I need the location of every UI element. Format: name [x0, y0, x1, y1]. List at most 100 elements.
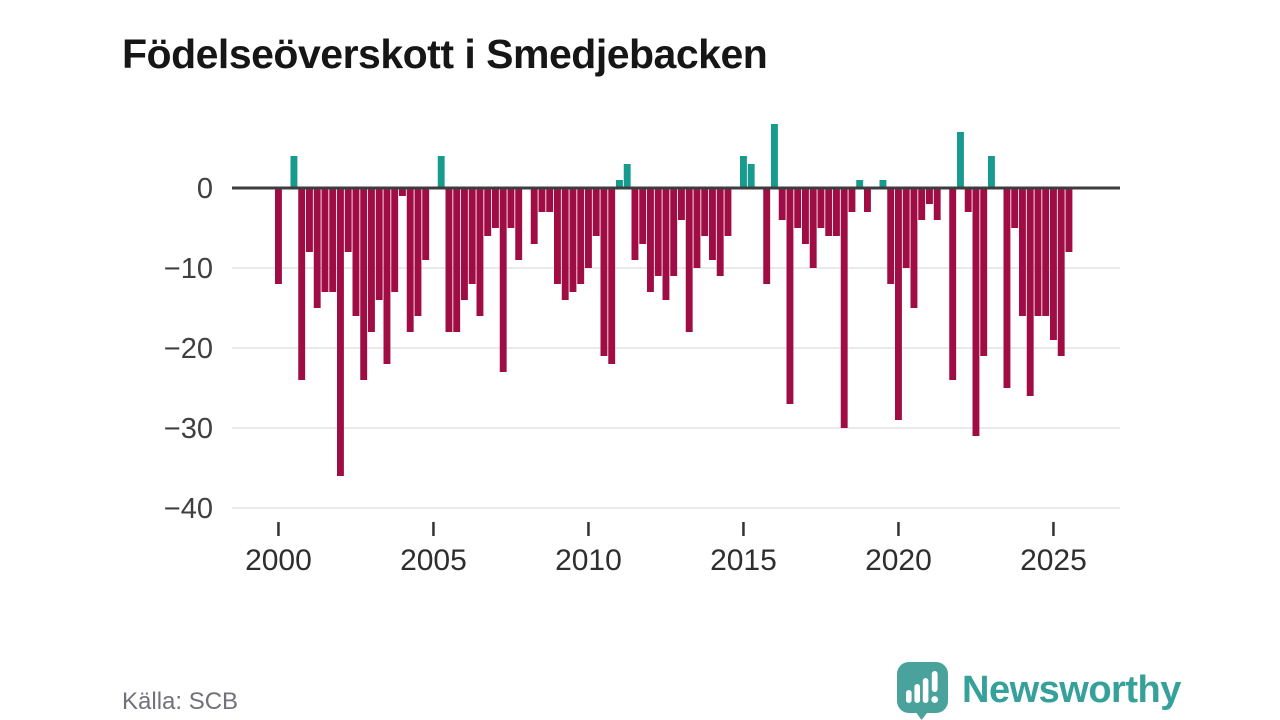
bar-negative [592, 188, 600, 236]
bar-negative [864, 188, 871, 212]
bar-negative [352, 188, 360, 316]
bar-negative [724, 188, 732, 236]
bar-positive [290, 156, 298, 188]
bar-negative [1019, 188, 1026, 316]
bar-negative [639, 188, 647, 244]
bar-negative [647, 188, 654, 292]
bar-negative [1034, 188, 1042, 316]
bar-negative [414, 188, 422, 316]
bar-negative [949, 188, 957, 380]
bar-negative [329, 188, 337, 292]
bar-negative [678, 188, 685, 220]
x-axis-label: 2010 [555, 544, 622, 577]
bar-negative [902, 188, 910, 268]
bar-negative [1050, 188, 1057, 340]
bar-negative [306, 188, 313, 252]
bar-positive [771, 124, 778, 188]
bar-negative [399, 188, 406, 196]
x-axis-label: 2020 [865, 544, 932, 577]
bar-negative [391, 188, 399, 292]
bar-negative [344, 188, 352, 252]
bar-negative [375, 188, 383, 300]
bar-positive [957, 132, 964, 188]
bar-negative [422, 188, 430, 260]
bar-negative [275, 188, 282, 284]
bar-negative [716, 188, 724, 276]
bar-negative [964, 188, 972, 212]
chart-title: Födelseöverskott i Smedjebacken [122, 31, 768, 78]
logo-bar-medium [914, 684, 920, 703]
bar-negative [499, 188, 507, 372]
bar-negative [298, 188, 306, 380]
bar-negative [778, 188, 786, 220]
bar-negative [887, 188, 895, 284]
y-axis-label: −30 [164, 413, 213, 445]
bar-negative [608, 188, 616, 364]
bar-negative [383, 188, 391, 364]
bar-negative [577, 188, 585, 284]
bar-positive [988, 156, 995, 188]
bar-negative [654, 188, 662, 276]
bar-negative [476, 188, 484, 316]
bar-negative [468, 188, 476, 284]
bar-negative [662, 188, 670, 300]
bar-negative [1026, 188, 1034, 396]
bar-negative [546, 188, 554, 212]
bar-negative [1065, 188, 1073, 252]
bar-negative [895, 188, 902, 420]
bar-negative [453, 188, 461, 332]
bar-negative [763, 188, 771, 284]
bar-positive [623, 164, 631, 188]
bar-negative [1057, 188, 1065, 356]
bar-positive [616, 180, 623, 188]
bar-negative [569, 188, 577, 292]
bar-negative [817, 188, 825, 228]
bar-negative [406, 188, 414, 332]
logo-exclamation-stem [931, 671, 938, 692]
bar-negative [530, 188, 538, 244]
bar-negative [368, 188, 375, 332]
bar-negative [926, 188, 933, 204]
y-axis-label: −10 [164, 253, 213, 285]
bar-negative [840, 188, 848, 428]
bar-negative [337, 188, 344, 476]
source-label: Källa: SCB [122, 688, 239, 715]
logo-bar-small [906, 690, 912, 703]
bar-negative [980, 188, 988, 356]
bar-negative [933, 188, 941, 220]
bar-negative [833, 188, 840, 236]
bar-negative [538, 188, 546, 212]
bar-negative [631, 188, 639, 260]
x-axis-label: 2005 [400, 544, 467, 577]
bar-negative [809, 188, 817, 268]
bar-negative [701, 188, 709, 236]
bar-positive [740, 156, 747, 188]
chart-canvas: 0 −10 −20 −30 −40 2000 2005 2010 2015 2020 2025 [164, 124, 1120, 577]
bar-negative [802, 188, 809, 244]
bar-negative [1003, 188, 1011, 388]
bar-negative [1042, 188, 1050, 316]
bar-negative [709, 188, 716, 260]
bar-positive [437, 156, 445, 188]
bar-negative [918, 188, 926, 220]
newsworthy-logo-mark [897, 662, 948, 720]
bar-negative [561, 188, 569, 300]
bar-negative [972, 188, 980, 436]
newsworthy-wordmark: Newsworthy [962, 668, 1181, 711]
bar-negative [360, 188, 368, 380]
bar-negative [507, 188, 515, 228]
y-axis-label: 0 [197, 173, 213, 205]
bar-negative [554, 188, 561, 284]
bar-positive [879, 180, 887, 188]
bar-negative [600, 188, 608, 356]
bar-negative [492, 188, 499, 228]
newsworthy-logo: Newsworthy [894, 660, 1181, 720]
bar-negative [1011, 188, 1019, 228]
logo-exclamation-dot [931, 696, 939, 703]
bar-negative [670, 188, 678, 276]
bar-negative [786, 188, 794, 404]
x-axis-label: 2015 [710, 544, 777, 577]
bar-negative [910, 188, 918, 308]
bar-negative [848, 188, 856, 212]
bar-negative [825, 188, 833, 236]
